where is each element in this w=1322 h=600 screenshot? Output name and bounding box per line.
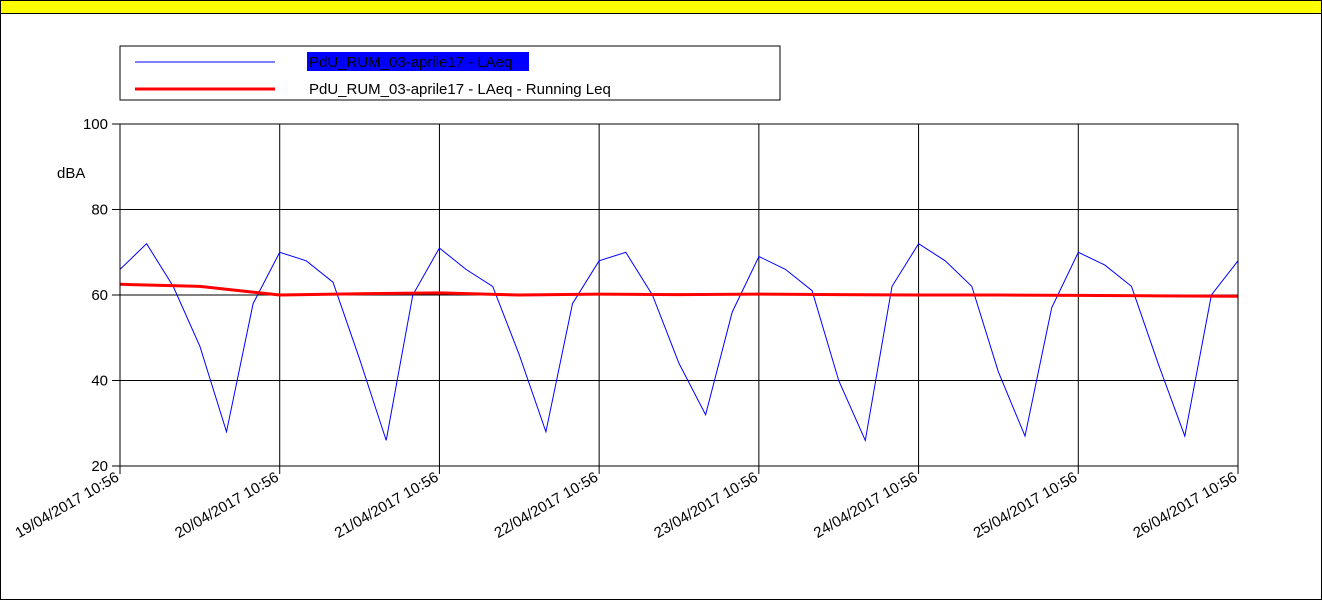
y-tick-label: 20 xyxy=(91,458,108,475)
y-tick-label: 100 xyxy=(83,116,108,133)
series-line xyxy=(119,242,1239,443)
y-axis-label: dBA xyxy=(57,165,85,182)
legend-highlight xyxy=(307,52,529,71)
y-tick-label: 80 xyxy=(91,202,108,219)
y-tick-label: 40 xyxy=(91,373,108,390)
series-line xyxy=(119,282,1239,298)
legend-label: PdU_RUM_03-aprile17 - LAeq - Running Leq xyxy=(309,81,611,98)
legend-label: PdU_RUM_03-aprile17 - LAeq xyxy=(309,54,512,71)
y-tick-label: 60 xyxy=(91,287,108,304)
header-band xyxy=(0,0,1322,14)
plot-border xyxy=(119,123,1239,467)
